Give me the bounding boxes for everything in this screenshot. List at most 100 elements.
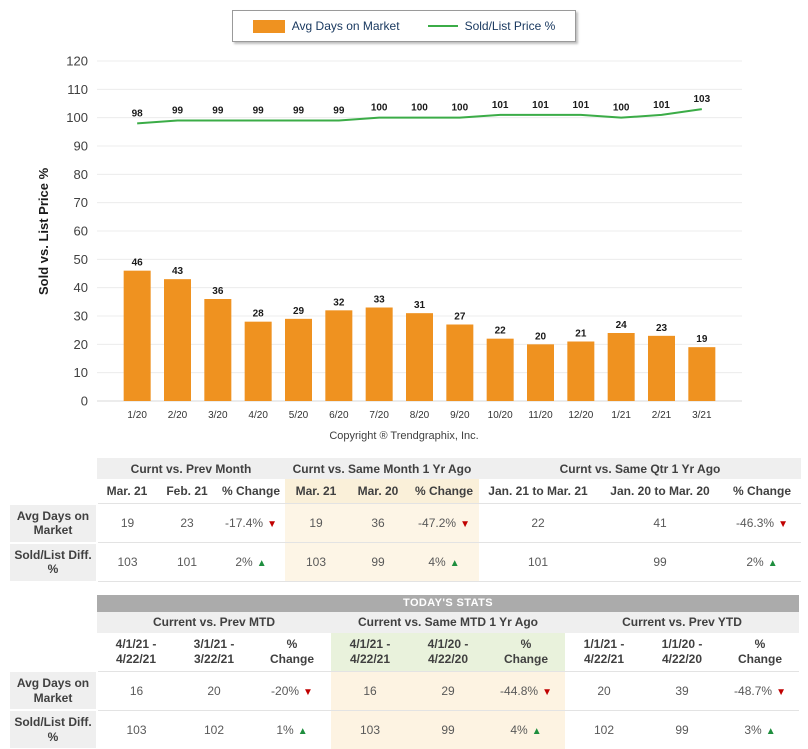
- bar-avg-days: [365, 307, 393, 401]
- up-arrow-icon: ▲: [449, 558, 460, 569]
- spacer-cell: [9, 458, 97, 479]
- cell-value: 103: [359, 722, 381, 737]
- bar-value-label: 43: [172, 266, 184, 277]
- up-arrow-icon: ▲: [767, 558, 778, 569]
- data-cell: 103: [97, 709, 175, 749]
- data-cell: 2% ▲: [217, 542, 285, 582]
- x-tick-label: 1/20: [127, 410, 147, 421]
- bar-value-label: 31: [414, 300, 426, 311]
- y-tick-label: 50: [74, 252, 88, 267]
- bar-avg-days: [204, 299, 232, 401]
- cell-value: 19: [309, 516, 323, 530]
- spacer-cell: [9, 479, 97, 504]
- column-header: 1/1/21 - 4/22/21: [565, 632, 643, 671]
- bar-value-label: 33: [374, 295, 386, 306]
- cell-value: 39: [675, 683, 689, 698]
- column-header: 3/1/21 - 3/22/21: [175, 632, 253, 671]
- cell-value: 29: [441, 683, 455, 698]
- data-cell: 23: [157, 503, 217, 543]
- bar-avg-days: [285, 318, 312, 401]
- cell-value: 19: [120, 516, 135, 530]
- cell-value: 4%: [510, 722, 528, 737]
- data-cell: 29: [409, 670, 487, 711]
- data-cell: -46.3% ▼: [723, 503, 801, 543]
- data-cell: 102: [175, 709, 253, 749]
- x-tick-label: 3/21: [692, 410, 712, 421]
- y-tick-label: 60: [74, 224, 88, 239]
- cell-value: 20: [597, 683, 611, 698]
- x-tick-label: 6/20: [329, 410, 349, 421]
- data-cell: 22: [479, 503, 597, 543]
- down-arrow-icon: ▼: [778, 519, 788, 530]
- cell-value: 16: [363, 683, 377, 698]
- column-header: Jan. 21 to Mar. 21: [479, 479, 597, 504]
- y-tick-label: 110: [67, 82, 88, 97]
- data-cell: -17.4% ▼: [217, 503, 285, 543]
- bar-value-label: 23: [656, 323, 668, 334]
- line-value-label: 99: [253, 106, 265, 117]
- cell-value: 102: [203, 722, 225, 737]
- y-tick-label: 90: [74, 139, 88, 154]
- copyright-text: Copyright ® Trendgraphix, Inc.: [329, 430, 479, 442]
- bar-avg-days: [446, 324, 474, 401]
- line-value-label: 101: [572, 100, 589, 111]
- bar-avg-days: [527, 344, 554, 401]
- cell-value: 1%: [276, 722, 294, 737]
- column-header: Mar. 20: [347, 479, 409, 504]
- spacer-cell: [9, 594, 97, 612]
- bar-series-swatch-icon: [252, 19, 285, 33]
- bar-series-label: Avg Days on Market: [291, 19, 400, 33]
- bar-avg-days: [648, 335, 675, 401]
- todays-stats-section: TODAY'S STATS Current vs. Prev MTD Current…: [0, 594, 808, 749]
- column-header: 4/1/21 - 4/22/21: [331, 632, 409, 671]
- column-header: 4/1/21 - 4/22/21: [97, 632, 175, 671]
- data-cell: -20% ▼: [253, 670, 331, 711]
- x-tick-label: 4/20: [248, 410, 268, 421]
- column-header: % Change: [721, 632, 799, 671]
- line-series-label: Sold/List Price %: [464, 19, 556, 33]
- line-value-label: 101: [532, 100, 549, 111]
- data-cell: 1% ▲: [253, 709, 331, 749]
- cell-value: 101: [176, 555, 198, 569]
- data-cell: 103: [97, 542, 157, 582]
- x-tick-label: 2/21: [652, 410, 672, 421]
- column-header: Feb. 21: [157, 479, 217, 504]
- data-cell: 102: [565, 709, 643, 749]
- bar-avg-days: [607, 333, 635, 401]
- y-tick-label: 40: [74, 280, 88, 295]
- down-arrow-icon: ▼: [776, 686, 786, 698]
- cell-value: 16: [129, 683, 144, 698]
- data-cell: 103: [285, 542, 347, 582]
- data-cell: 16: [331, 670, 409, 711]
- data-cell: 101: [157, 542, 217, 582]
- table-group-title: Current vs. Prev MTD: [97, 611, 331, 633]
- x-tick-label: 7/20: [369, 410, 389, 421]
- data-cell: 16: [97, 670, 175, 711]
- down-arrow-icon: ▼: [303, 686, 313, 698]
- bar-value-label: 24: [616, 320, 628, 331]
- x-tick-label: 10/20: [488, 410, 513, 421]
- bar-avg-days: [244, 321, 272, 401]
- data-cell: 19: [97, 503, 157, 543]
- column-header: Mar. 21: [97, 479, 157, 504]
- row-label: Avg Days on Market: [8, 670, 98, 711]
- cell-value: -17.4%: [225, 516, 264, 530]
- data-cell: -48.7% ▼: [721, 670, 799, 711]
- column-header: Jan. 20 to Mar. 20: [597, 479, 723, 504]
- data-cell: 20: [565, 670, 643, 711]
- row-label: Avg Days on Market: [8, 502, 98, 544]
- line-series-swatch-icon: [427, 25, 458, 27]
- spacer-cell: [9, 632, 97, 671]
- data-cell: -47.2% ▼: [409, 503, 479, 543]
- bar-value-label: 27: [454, 312, 466, 323]
- column-header: % Change: [253, 632, 331, 671]
- y-axis-title: Sold vs. List Price %: [36, 167, 51, 295]
- cell-value: 101: [527, 555, 549, 569]
- cell-value: 99: [675, 722, 689, 737]
- data-cell: 3% ▲: [721, 709, 799, 749]
- up-arrow-icon: ▲: [531, 725, 542, 737]
- column-header: % Change: [723, 479, 801, 504]
- line-value-label: 99: [333, 106, 345, 117]
- column-header: % Change: [409, 479, 479, 504]
